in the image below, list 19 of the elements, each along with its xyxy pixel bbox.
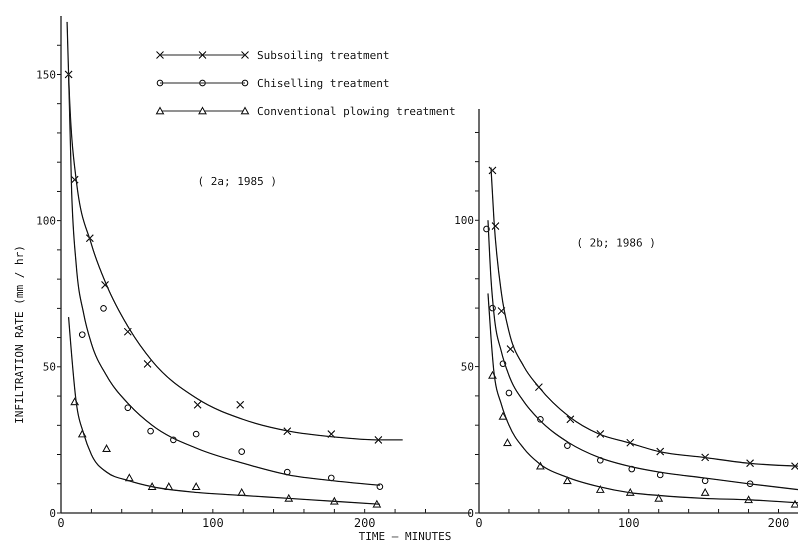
legend-label: Chiselling treatment xyxy=(257,76,390,90)
x-tick-label: 100 xyxy=(202,516,224,530)
x-tick-label: 0 xyxy=(57,516,65,530)
annotation: ( 2a; 1985 ) xyxy=(198,174,278,188)
annotation: ( 2b; 1986 ) xyxy=(576,236,656,250)
x-tick-label: 200 xyxy=(354,516,376,530)
legend-label: Conventional plowing treatment xyxy=(257,104,456,118)
y-tick-label: 150 xyxy=(36,68,56,82)
x-tick-label: 100 xyxy=(618,516,640,530)
y-tick-label: 100 xyxy=(454,214,474,228)
x-tick-label: 0 xyxy=(475,516,483,530)
y-tick-label: 100 xyxy=(36,214,56,228)
y-axis-title: INFILTRATION RATE (mm / hr) xyxy=(13,245,26,424)
legend-label: Subsoiling treatment xyxy=(257,48,390,62)
y-tick-label: 0 xyxy=(49,506,56,520)
y-tick-label: 50 xyxy=(42,360,56,374)
x-axis-title: TIME — MINUTES xyxy=(358,530,452,543)
y-tick-label: 50 xyxy=(460,360,474,374)
x-tick-label: 200 xyxy=(768,516,790,530)
